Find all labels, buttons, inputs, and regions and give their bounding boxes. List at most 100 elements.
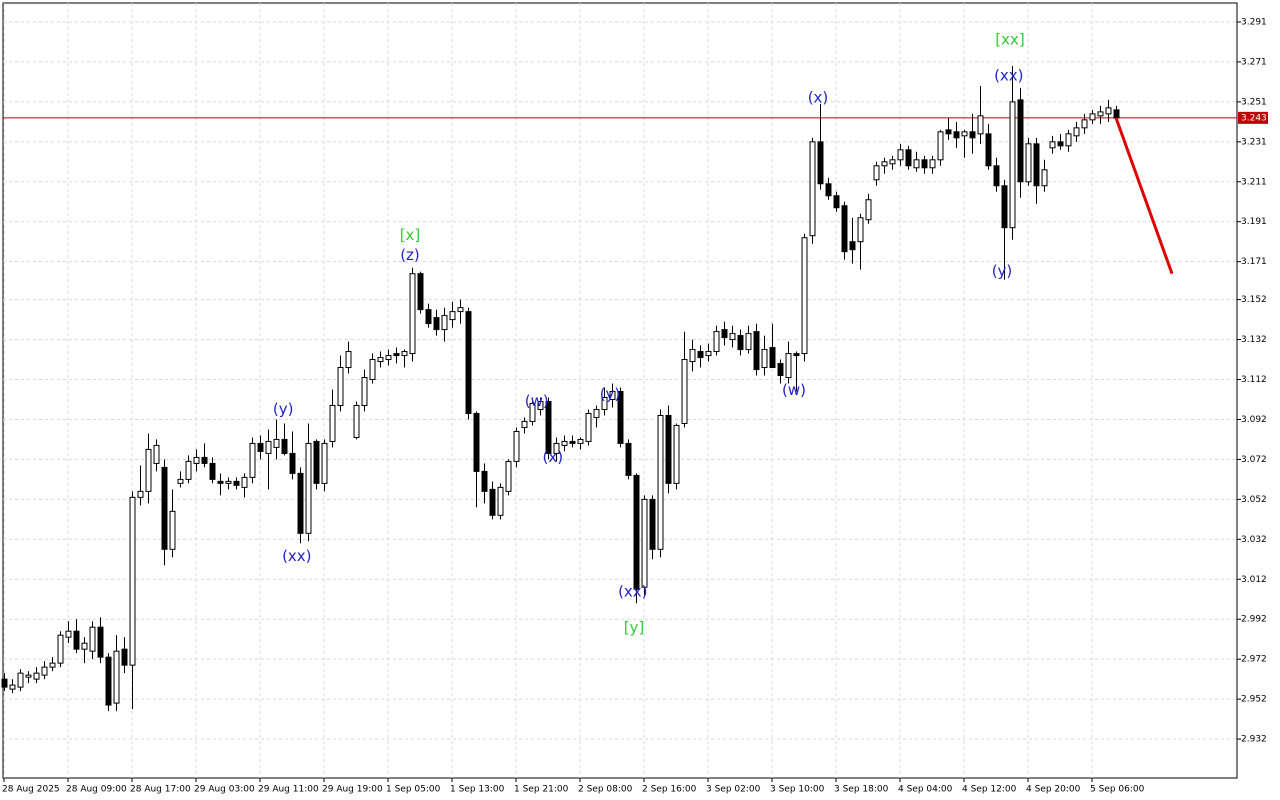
y-tick-label: 3.112	[1241, 375, 1267, 385]
candle-body	[977, 115, 984, 135]
candle-body	[1009, 101, 1016, 229]
candle-body	[769, 347, 776, 369]
candle-body	[393, 353, 400, 357]
candle-body	[801, 237, 808, 355]
candle-body	[937, 131, 944, 161]
candle-body	[537, 400, 544, 410]
candle-body	[449, 311, 456, 321]
x-tick-label: 29 Aug 19:00	[322, 785, 383, 795]
candle-body	[457, 307, 464, 313]
candle-body	[913, 159, 920, 169]
candle-body	[1081, 119, 1088, 129]
candle-body	[689, 349, 696, 363]
x-tick-label: 4 Sep 04:00	[898, 785, 953, 795]
candle-body	[505, 460, 512, 492]
candle-body	[185, 460, 192, 480]
candle-body	[401, 351, 408, 357]
y-tick-label: 3.132	[1241, 335, 1267, 345]
candle-body	[545, 400, 552, 454]
candle-body	[161, 466, 168, 550]
x-tick-label: 1 Sep 13:00	[450, 785, 505, 795]
forecast-line	[1114, 117, 1174, 275]
candle-body	[313, 440, 320, 484]
candle-body	[249, 442, 256, 478]
candle-body	[241, 476, 248, 488]
x-tick-label: 2 Sep 08:00	[578, 785, 633, 795]
candle-body	[745, 333, 752, 351]
wave-label: (y)	[273, 400, 294, 418]
x-tick-label: 4 Sep 12:00	[962, 785, 1017, 795]
candle-body	[1, 678, 8, 688]
candle-body	[385, 355, 392, 361]
candle-body	[329, 404, 336, 442]
y-tick-label: 3.171	[1241, 257, 1267, 267]
candle-body	[849, 241, 856, 251]
candle-body	[113, 650, 120, 704]
candle-body	[729, 333, 736, 341]
candle-body	[865, 199, 872, 221]
candle-body	[497, 486, 504, 516]
price-label-box	[1238, 111, 1268, 124]
candle-body	[465, 311, 472, 414]
candle-body	[985, 133, 992, 167]
candle-body	[369, 359, 376, 381]
y-tick-label: 3.291	[1241, 17, 1267, 27]
candle-body	[841, 205, 848, 253]
x-tick-label: 1 Sep 05:00	[386, 785, 441, 795]
x-tick-label: 3 Sep 18:00	[834, 785, 889, 795]
candle-body	[17, 672, 24, 688]
x-tick-label: 28 Aug 09:00	[66, 785, 127, 795]
candle-body	[513, 430, 520, 462]
candle-body	[529, 402, 536, 422]
wave-label: (y)	[992, 262, 1013, 280]
x-tick-label: 28 Aug 17:00	[130, 785, 191, 795]
candle-body	[81, 642, 88, 650]
candle-body	[761, 349, 768, 369]
y-tick-label: 3.231	[1241, 137, 1267, 147]
candle-body	[585, 412, 592, 442]
candle-body	[673, 424, 680, 484]
candle-body	[953, 131, 960, 139]
price-label: 3.243	[1241, 113, 1267, 123]
candle-body	[337, 367, 344, 406]
candle-body	[521, 420, 528, 428]
wave-label: (xx)	[994, 66, 1023, 84]
candle-body	[553, 442, 560, 454]
candle-body	[577, 438, 584, 444]
candle-body	[777, 363, 784, 377]
candle-body	[633, 474, 640, 590]
wave-label: [xx]	[995, 30, 1024, 48]
x-tick-label: 29 Aug 03:00	[194, 785, 255, 795]
wave-label: [x]	[400, 226, 421, 244]
x-tick-label: 4 Sep 20:00	[1026, 785, 1081, 795]
candle-body	[305, 442, 312, 534]
candle-body	[297, 472, 304, 534]
wave-label: (z)	[400, 246, 420, 264]
y-tick-label: 3.092	[1241, 415, 1267, 425]
wave-label: (xx)	[618, 583, 647, 601]
candle-body	[57, 634, 64, 664]
candle-body	[25, 674, 32, 678]
candle-body	[825, 183, 832, 197]
candle-body	[897, 149, 904, 161]
candle-body	[353, 404, 360, 438]
candle-body	[817, 141, 824, 185]
candle-body	[617, 390, 624, 444]
y-tick-label: 2.972	[1241, 655, 1267, 665]
candle-body	[609, 390, 616, 400]
candle-body	[49, 662, 56, 668]
candle-body	[1041, 169, 1048, 187]
candle-body	[273, 438, 280, 448]
y-tick-label: 3.032	[1241, 535, 1267, 545]
y-tick-label: 3.211	[1241, 177, 1267, 187]
wave-label: (w)	[782, 381, 806, 399]
candle-body	[9, 684, 16, 690]
candle-body	[233, 480, 240, 486]
candle-body	[201, 456, 208, 464]
candle-body	[33, 672, 40, 680]
candle-body	[1017, 99, 1024, 183]
candle-body	[737, 335, 744, 351]
candle-body	[417, 273, 424, 311]
y-tick-label: 2.932	[1241, 735, 1267, 745]
